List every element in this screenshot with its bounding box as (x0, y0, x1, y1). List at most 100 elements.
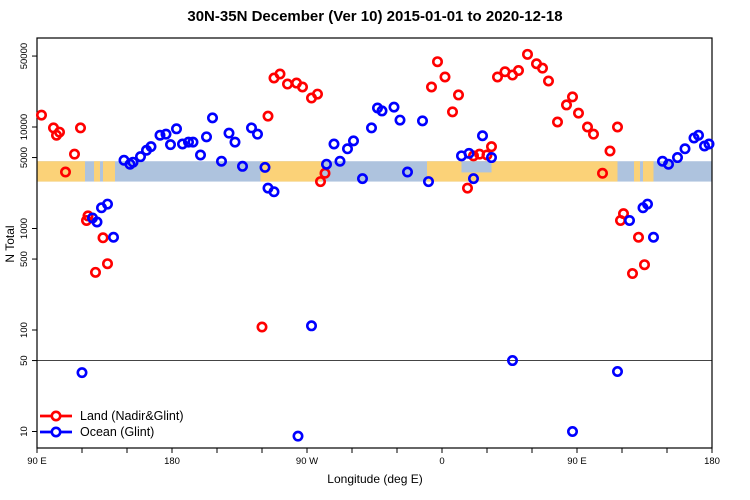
ocean-data-point (154, 129, 166, 141)
ocean-data-point (679, 143, 691, 155)
land-data-point (97, 232, 109, 244)
y-tick-label: 10 (19, 426, 30, 437)
ocean-data-point (187, 136, 199, 148)
ocean-data-point (422, 176, 434, 188)
ocean-data-point (160, 128, 172, 140)
ocean-data-point (216, 155, 228, 167)
ocean-data-point (268, 186, 280, 198)
y-tick-label: 10000 (19, 114, 30, 140)
land-data-point (536, 62, 548, 74)
ocean-data-point (334, 155, 346, 167)
ocean-data-point (135, 151, 147, 163)
ocean-data-point (611, 366, 623, 378)
ocean-data-point (703, 138, 715, 150)
map-strip-land (643, 161, 654, 182)
ocean-data-point (485, 152, 497, 164)
land-data-point (452, 89, 464, 101)
x-tick-label: 180 (704, 456, 720, 467)
ocean-data-point (623, 214, 635, 226)
ocean-data-point (388, 101, 400, 113)
land-data-point (75, 122, 87, 134)
land-data-point (638, 259, 650, 271)
land-data-point (560, 99, 572, 111)
ocean-data-point (183, 136, 195, 148)
y-tick-label: 100 (19, 322, 30, 338)
y-tick-label: 50000 (19, 43, 30, 69)
land-data-point (491, 71, 503, 83)
land-data-point (431, 56, 443, 68)
ocean-data-point (237, 160, 249, 172)
y-tick-label: 5000 (19, 147, 30, 168)
x-tick-label: 90 E (567, 456, 587, 467)
ocean-data-point (305, 320, 317, 332)
land-data-point (102, 258, 114, 270)
ocean-data-point (91, 216, 103, 228)
ocean-data-point (394, 114, 406, 126)
land-data-point (611, 121, 623, 133)
land-data-point (262, 110, 274, 122)
x-tick-label: 90 E (27, 456, 47, 467)
land-data-point (596, 167, 608, 179)
ocean-data-point (177, 138, 189, 150)
ocean-data-point (341, 143, 353, 155)
ocean-data-point (229, 136, 241, 148)
ocean-data-point (376, 105, 388, 117)
map-strip-mediterranean (461, 161, 492, 173)
land-data-point (69, 148, 81, 160)
ocean-legend-symbol (40, 426, 72, 438)
x-tick-label: 90 W (296, 456, 318, 467)
land-data-point (296, 81, 308, 93)
map-strip-land (103, 161, 115, 182)
land-data-point (512, 65, 524, 77)
ocean-data-point (292, 430, 304, 442)
ocean-data-point (463, 147, 475, 159)
land-data-point (604, 145, 616, 157)
map-strip-land (427, 161, 618, 182)
ocean-data-point (356, 173, 368, 185)
chart-title: 30N-35N December (Ver 10) 2015-01-01 to … (187, 8, 563, 25)
legend-label-land: Land (Nadir&Glint) (80, 409, 184, 423)
ocean-data-point (171, 123, 183, 135)
land-data-point (59, 166, 71, 178)
ocean-data-point (195, 149, 207, 161)
ocean-data-point (320, 158, 332, 170)
ocean-data-point (506, 355, 518, 367)
land-data-point (587, 128, 599, 140)
ocean-data-point (365, 122, 377, 134)
plot-border (36, 37, 713, 449)
ocean-data-point (246, 122, 258, 134)
ocean-data-point (416, 115, 428, 127)
land-data-point (281, 78, 293, 90)
ocean-data-point (201, 131, 213, 143)
legend-item-ocean: Ocean (Glint) (40, 424, 184, 440)
land-data-point (425, 81, 437, 93)
land-data-point (35, 109, 47, 121)
land-data-point (485, 141, 497, 153)
land-data-point (439, 71, 451, 83)
ocean-data-point (259, 161, 271, 173)
ocean-data-point (347, 135, 359, 147)
land-data-point (521, 48, 533, 60)
map-strip-land (260, 161, 322, 182)
ocean-data-point (647, 231, 659, 243)
legend-label-ocean: Ocean (Glint) (80, 425, 155, 439)
ocean-data-point (467, 173, 479, 185)
y-tick-label: 1000 (19, 218, 30, 239)
ocean-data-point (476, 130, 488, 142)
ocean-data-point (127, 156, 139, 168)
land-data-point (274, 68, 286, 80)
ocean-data-point (671, 152, 683, 164)
ocean-data-point (641, 198, 653, 210)
ocean-data-point (328, 138, 340, 150)
land-data-point (311, 88, 323, 100)
legend: Land (Nadir&Glint) Ocean (Glint) (40, 408, 184, 440)
ocean-data-point (566, 425, 578, 437)
land-data-point (90, 266, 102, 278)
land-data-point (617, 208, 629, 220)
x-tick-label: 180 (164, 456, 180, 467)
land-data-point (626, 268, 638, 280)
ocean-data-point (252, 128, 264, 140)
ocean-data-point (108, 231, 120, 243)
